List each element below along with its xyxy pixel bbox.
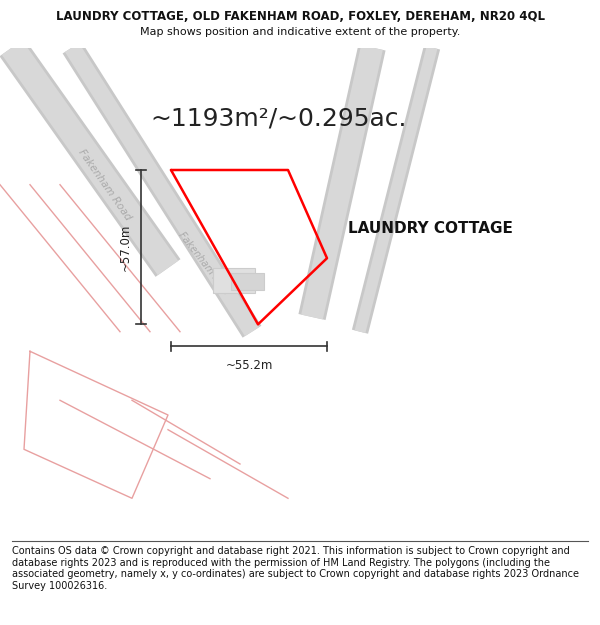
Text: Fakenham Ro...: Fakenham Ro... bbox=[176, 230, 232, 296]
Bar bbox=[213, 268, 255, 292]
Text: Map shows position and indicative extent of the property.: Map shows position and indicative extent… bbox=[140, 27, 460, 37]
Text: LAUNDRY COTTAGE: LAUNDRY COTTAGE bbox=[348, 221, 513, 236]
Text: LAUNDRY COTTAGE, OLD FAKENHAM ROAD, FOXLEY, DEREHAM, NR20 4QL: LAUNDRY COTTAGE, OLD FAKENHAM ROAD, FOXL… bbox=[56, 9, 545, 22]
Text: ~57.0m: ~57.0m bbox=[119, 224, 132, 271]
Text: ~55.2m: ~55.2m bbox=[226, 359, 272, 372]
Text: Fakenham Road: Fakenham Road bbox=[77, 148, 133, 222]
Text: ~1193m²/~0.295ac.: ~1193m²/~0.295ac. bbox=[150, 106, 407, 130]
Text: Contains OS data © Crown copyright and database right 2021. This information is : Contains OS data © Crown copyright and d… bbox=[12, 546, 579, 591]
Bar bbox=[231, 273, 264, 290]
